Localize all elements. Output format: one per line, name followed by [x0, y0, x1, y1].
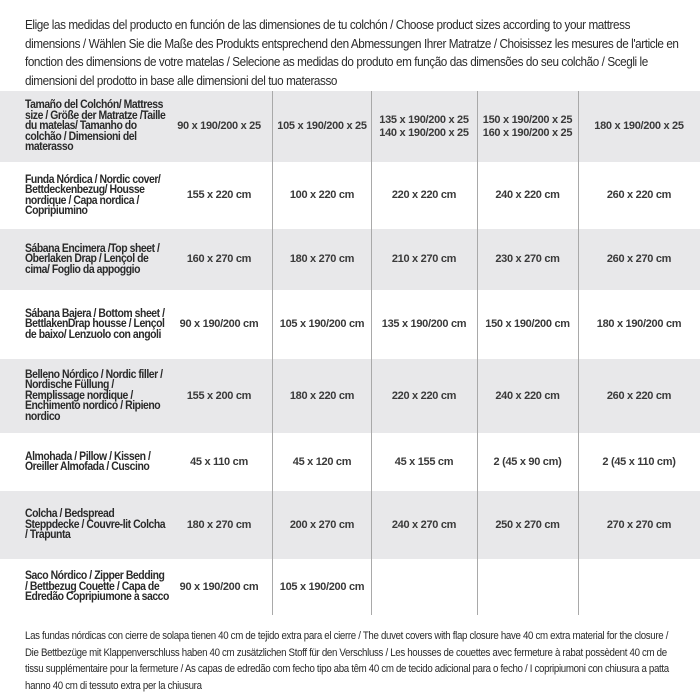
size-cell: 240 x 220 cm: [495, 389, 560, 402]
size-cell: [477, 559, 578, 615]
mattress-size-header: 105 x 190/200 x 25: [277, 120, 367, 132]
size-cell: 90 x 190/200 cm: [179, 580, 259, 593]
row-label: Sábana Encimera /Top sheet / Oberlaken D…: [25, 241, 160, 276]
size-cell: 150 x 190/200 cm: [485, 318, 570, 330]
size-cell: 240 x 220 cm: [495, 189, 560, 201]
table-row: Sábana Bajera / Bottom sheet / Bettlaken…: [0, 290, 700, 359]
size-cell: [578, 559, 700, 615]
column-divider: [272, 91, 273, 615]
size-cell: 260 x 270 cm: [606, 253, 672, 265]
row-label: Saco Nórdico / Zipper Bedding / Bettbezu…: [25, 569, 169, 604]
table-row: Saco Nórdico / Zipper Bedding / Bettbezu…: [0, 559, 700, 615]
size-cell: 240 x 270 cm: [391, 518, 457, 531]
column-divider: [477, 91, 478, 615]
mattress-size-header: 90 x 190/200 x 25: [177, 120, 261, 132]
size-cell: 45 x 110 cm: [190, 455, 248, 468]
table-header-row: Tamaño del Colchón/ Mattress size / Größ…: [0, 91, 700, 162]
size-cell: 180 x 220 cm: [289, 389, 355, 402]
size-cell: 160 x 270 cm: [186, 253, 252, 265]
row-label: Belleno Nórdico / Nordic filler / Nordis…: [25, 367, 163, 423]
column-divider: [578, 91, 579, 615]
row-label: Almohada / Pillow / Kissen / Oreiller Al…: [25, 449, 151, 473]
size-cell: 155 x 220 cm: [186, 189, 252, 201]
size-cell: 260 x 220 cm: [606, 189, 672, 201]
size-cell: 220 x 220 cm: [391, 189, 457, 201]
mattress-size-header: 135 x 190/200 x 25 140 x 190/200 x 25: [379, 113, 469, 139]
size-cell: 230 x 270 cm: [495, 253, 560, 265]
intro-text: Elige las medidas del producto en funció…: [25, 18, 679, 88]
size-table: Tamaño del Colchón/ Mattress size / Größ…: [0, 91, 700, 615]
table-row: Funda Nórdica / Nordic cover/ Bettdecken…: [0, 162, 700, 229]
size-cell: [371, 559, 477, 615]
size-cell: 210 x 270 cm: [391, 253, 457, 265]
size-cell: 45 x 120 cm: [292, 455, 352, 468]
size-cell: 260 x 220 cm: [606, 389, 672, 402]
size-cell: 220 x 220 cm: [391, 389, 457, 402]
table-row: Almohada / Pillow / Kissen / Oreiller Al…: [0, 433, 700, 491]
size-cell: 45 x 155 cm: [394, 455, 454, 468]
size-cell: 100 x 220 cm: [289, 189, 355, 201]
size-cell: 270 x 270 cm: [606, 518, 672, 531]
size-cell: 250 x 270 cm: [495, 518, 560, 531]
size-cell: 105 x 190/200 cm: [279, 580, 365, 593]
mattress-size-header: 180 x 190/200 x 25: [594, 120, 684, 132]
row-label: Tamaño del Colchón/ Mattress size / Größ…: [25, 98, 166, 154]
size-cell: 90 x 190/200 cm: [179, 318, 259, 330]
size-cell: 2 (45 x 110 cm): [602, 455, 676, 468]
size-cell: 180 x 190/200 cm: [596, 318, 682, 330]
size-cell: 200 x 270 cm: [289, 518, 355, 531]
column-divider: [371, 91, 372, 615]
mattress-size-header: 150 x 190/200 x 25 160 x 190/200 x 25: [482, 113, 573, 139]
row-label: Colcha / Bedspread Steppdecke / Couvre-l…: [25, 507, 166, 542]
row-label: Sábana Bajera / Bottom sheet / Bettlaken…: [25, 306, 165, 341]
footnote: Las fundas nórdicas con cierre de solapa…: [25, 630, 669, 692]
size-cell: 180 x 270 cm: [186, 518, 252, 531]
size-cell: 105 x 190/200 cm: [279, 318, 365, 330]
table-row: Colcha / Bedspread Steppdecke / Couvre-l…: [0, 491, 700, 559]
row-label: Funda Nórdica / Nordic cover/ Bettdecken…: [25, 172, 161, 217]
size-cell: 2 (45 x 90 cm): [493, 455, 562, 468]
size-cell: 155 x 200 cm: [186, 389, 252, 402]
size-cell: 135 x 190/200 cm: [381, 318, 467, 330]
table-row: Sábana Encimera /Top sheet / Oberlaken D…: [0, 229, 700, 290]
size-cell: 180 x 270 cm: [289, 253, 355, 265]
table-row: Belleno Nórdico / Nordic filler / Nordis…: [0, 359, 700, 433]
